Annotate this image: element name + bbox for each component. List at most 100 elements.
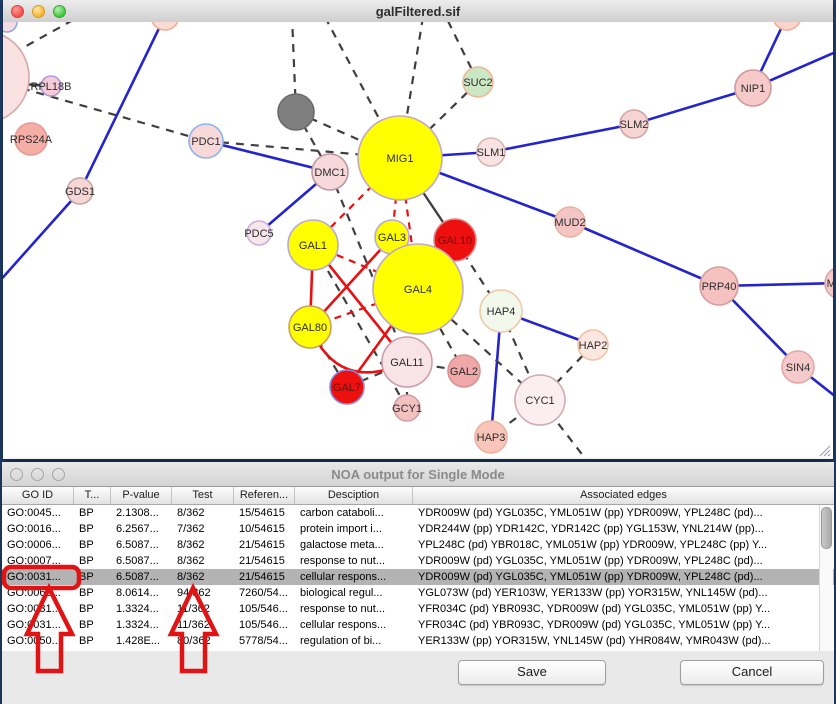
node-peach-top[interactable] xyxy=(151,22,179,31)
node-circle[interactable] xyxy=(393,394,421,422)
node-GAL2[interactable]: GAL2 xyxy=(447,354,481,388)
node-circle[interactable] xyxy=(3,22,18,33)
edge-dashed[interactable] xyxy=(446,22,479,83)
node-circle[interactable] xyxy=(311,153,349,191)
node-MUD2[interactable]: MUD2 xyxy=(554,206,586,238)
table-row[interactable]: GO:0031... BP 1.3324... 11/362 105/546... cel… xyxy=(2,617,834,633)
edge-blue[interactable] xyxy=(3,190,81,284)
table-scrollbar[interactable] xyxy=(819,505,833,651)
edge-dashed[interactable] xyxy=(325,22,401,159)
node-corner-tr[interactable] xyxy=(773,22,801,31)
node-big-left[interactable] xyxy=(3,31,30,123)
column-header-test[interactable]: Test xyxy=(172,487,234,504)
node-circle[interactable] xyxy=(699,266,739,306)
table-row[interactable]: GO:0006... BP 6.5087... 8/362 21/54615 galact… xyxy=(2,537,834,553)
node-circle[interactable] xyxy=(288,305,332,349)
node-GAL1[interactable]: GAL1 xyxy=(287,219,339,271)
column-header-edges[interactable]: Associated edges xyxy=(580,489,667,501)
table-row[interactable]: GO:0007... BP 6.5087... 8/362 21/54615 respon… xyxy=(2,553,834,569)
node-PDC5[interactable]: PDC5 xyxy=(244,220,274,246)
node-NIP1[interactable]: NIP1 xyxy=(734,69,772,107)
node-circle[interactable] xyxy=(287,219,339,271)
close-button-inactive[interactable] xyxy=(10,467,23,481)
node-gray-node[interactable] xyxy=(277,93,315,131)
node-SUC2[interactable]: SUC2 xyxy=(462,66,494,98)
column-header-description[interactable]: Desciption xyxy=(295,487,413,504)
close-button[interactable] xyxy=(11,4,24,18)
node-circle[interactable] xyxy=(781,350,815,384)
save-button[interactable]: Save xyxy=(458,660,606,685)
edge-dashed[interactable] xyxy=(3,80,207,143)
node-circle[interactable] xyxy=(246,220,272,246)
node-circle[interactable] xyxy=(14,122,48,156)
edge-blue[interactable] xyxy=(633,86,754,126)
edge-blue[interactable] xyxy=(490,122,635,154)
node-circle[interactable] xyxy=(381,336,433,388)
node-circle[interactable] xyxy=(479,289,523,333)
node-circle[interactable] xyxy=(447,354,481,388)
minimize-button[interactable] xyxy=(32,4,45,18)
node-SIN4[interactable]: SIN4 xyxy=(781,350,815,384)
node-SLM2[interactable]: SLM2 xyxy=(619,109,649,139)
node-DMC1[interactable]: DMC1 xyxy=(311,153,349,191)
edge-dashed[interactable] xyxy=(417,288,541,401)
node-CYC1[interactable]: CYC1 xyxy=(514,374,566,426)
node-GCY1[interactable]: GCY1 xyxy=(392,394,422,422)
node-RPS24A[interactable]: RPS24A xyxy=(10,122,53,156)
edge-blue[interactable] xyxy=(569,220,720,288)
node-RPL18B[interactable]: RPL18B xyxy=(31,75,72,97)
column-header-type[interactable]: T... xyxy=(74,487,111,504)
node-circle[interactable] xyxy=(554,206,586,238)
node-circle[interactable] xyxy=(66,177,94,205)
edge-dashed[interactable] xyxy=(295,111,331,173)
minimize-button-inactive[interactable] xyxy=(31,467,44,481)
node-GAL11[interactable]: GAL11 xyxy=(381,336,433,388)
network-canvas[interactable]: RPL18B RPS24A GDS1 PDC1 PDC5 DMC1 SLM1 MIG1 SUC2… xyxy=(3,22,833,459)
table-scrollbar-thumb[interactable] xyxy=(821,507,832,549)
column-header-p_value[interactable]: P-value xyxy=(111,487,172,504)
node-circle[interactable] xyxy=(462,66,494,98)
cancel-button[interactable]: Cancel xyxy=(680,660,824,685)
node-circle[interactable] xyxy=(773,22,801,31)
network-canvas-area[interactable]: RPL18B RPS24A GDS1 PDC1 PDC5 DMC1 SLM1 MIG1 SUC2… xyxy=(3,22,833,459)
node-circle[interactable] xyxy=(734,69,772,107)
node-HAP4[interactable]: HAP4 xyxy=(479,289,523,333)
edge-blue[interactable] xyxy=(718,281,833,288)
column-header-reference[interactable]: Referen... xyxy=(234,487,295,504)
node-circle[interactable] xyxy=(514,374,566,426)
table-row[interactable]: GO:0065... BP 8.0614... 94/362 7260/54... bio… xyxy=(2,585,834,601)
node-GAL7[interactable]: GAL7 xyxy=(329,369,365,405)
zoom-button[interactable] xyxy=(53,4,66,18)
edge-blue[interactable] xyxy=(78,22,165,192)
node-PDC1[interactable]: PDC1 xyxy=(188,123,224,159)
node-circle[interactable] xyxy=(188,123,224,159)
table-row[interactable]: GO:0016... BP 6.2567... 7/362 10/54615 protei… xyxy=(2,521,834,537)
edge-dashed[interactable] xyxy=(205,139,401,160)
node-circle[interactable] xyxy=(474,420,508,454)
node-GAL4[interactable]: GAL4 xyxy=(372,243,464,335)
node-circle[interactable] xyxy=(577,329,609,361)
node-GAL10[interactable]: GAL10 xyxy=(433,218,477,262)
node-GAL80[interactable]: GAL80 xyxy=(288,305,332,349)
table-row[interactable]: GO:0050... BP 1.428E... 80/362 5778/54... reg… xyxy=(2,633,834,649)
edge-dashed[interactable] xyxy=(328,171,409,363)
node-HAP3[interactable]: HAP3 xyxy=(474,420,508,454)
node-circle[interactable] xyxy=(372,243,464,335)
table-row[interactable]: GO:0045... BP 2.1308... 8/362 15/54615 carbon… xyxy=(2,505,834,521)
edge-blue[interactable] xyxy=(205,139,331,174)
node-corner-tl[interactable] xyxy=(3,22,18,33)
node-circle[interactable] xyxy=(824,267,833,299)
table-row[interactable]: GO:0031... BP 1.3324... 11/362 105/546... res… xyxy=(2,601,834,617)
resize-grip-icon[interactable] xyxy=(817,443,831,457)
node-circle[interactable] xyxy=(3,31,30,123)
edge-dashed[interactable] xyxy=(18,22,73,51)
node-circle[interactable] xyxy=(357,115,443,201)
node-GDS1[interactable]: GDS1 xyxy=(65,177,95,205)
node-circle[interactable] xyxy=(40,75,62,97)
table-row[interactable]: GO:0031... BP 6.5087... 8/362 21/54615 cellul… xyxy=(2,569,834,585)
zoom-button-inactive[interactable] xyxy=(52,467,65,481)
node-MIG1[interactable]: MIG1 xyxy=(357,115,443,201)
edge-dashed[interactable] xyxy=(539,399,588,459)
node-PRP40[interactable]: PRP40 xyxy=(699,266,739,306)
edge-dashed[interactable] xyxy=(346,360,408,389)
